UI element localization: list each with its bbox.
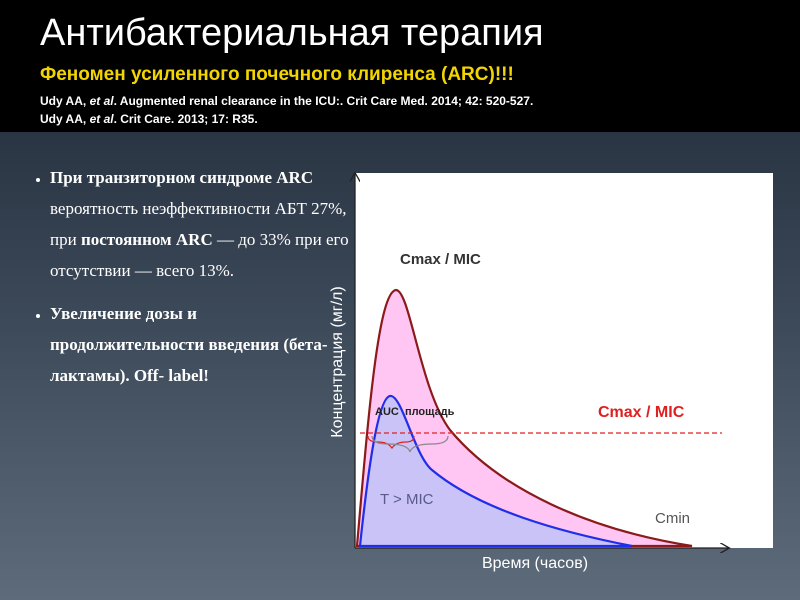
- peak-label: Cmax / MIC: [400, 251, 481, 268]
- brace: [371, 435, 449, 453]
- standard-dose-curve: [358, 394, 633, 548]
- auc-label: AUC площадь: [375, 406, 455, 418]
- ref-text: et al: [89, 94, 114, 108]
- min-label: Cmin: [655, 510, 690, 527]
- bullet-list: При транзиторном синдроме ARC вероятност…: [22, 162, 350, 403]
- time-label: T > MIC: [380, 491, 434, 508]
- bullet-text: При транзиторном синдроме ARC: [50, 168, 314, 187]
- subtitle: Феномен усиленного почечного клиренса (A…: [40, 64, 514, 85]
- reference: Udy AA, et al. Augmented renal clearance…: [40, 94, 533, 108]
- ref-text: Udy AA,: [40, 94, 90, 108]
- ref-text: . Augmented renal clearance in the ICU:.…: [113, 94, 534, 108]
- reference: Udy AA, et al. Crit Care. 2013; 17: R35.: [40, 112, 258, 126]
- brace: [367, 435, 415, 450]
- ref-text: . Crit Care. 2013; 17: R35.: [113, 112, 258, 126]
- x-axis-label: Время (часов): [482, 555, 588, 572]
- bullet: Увеличение дозы и продолжительности введ…: [50, 298, 350, 391]
- ref-text: Udy AA,: [40, 112, 90, 126]
- bullet-text: вероятность неэффективности АБТ 27%, при: [50, 199, 347, 249]
- ref-text: et al: [89, 112, 114, 126]
- bullet-text: — до 33% при его отсутствии — всего 13%.: [50, 230, 349, 280]
- y-axis-label: Концентрация (мг/л): [329, 286, 346, 437]
- bullet: При транзиторном синдроме ARC вероятност…: [50, 162, 350, 286]
- threshold-label: Cmax / MIC: [598, 404, 685, 421]
- header: Антибактериальная терапия Феномен усилен…: [0, 0, 800, 132]
- title: Антибактериальная терапия: [40, 12, 544, 54]
- bullet-text: постоянном ARC: [80, 230, 213, 249]
- bullet-text: Увеличение дозы и продолжительности введ…: [50, 304, 328, 385]
